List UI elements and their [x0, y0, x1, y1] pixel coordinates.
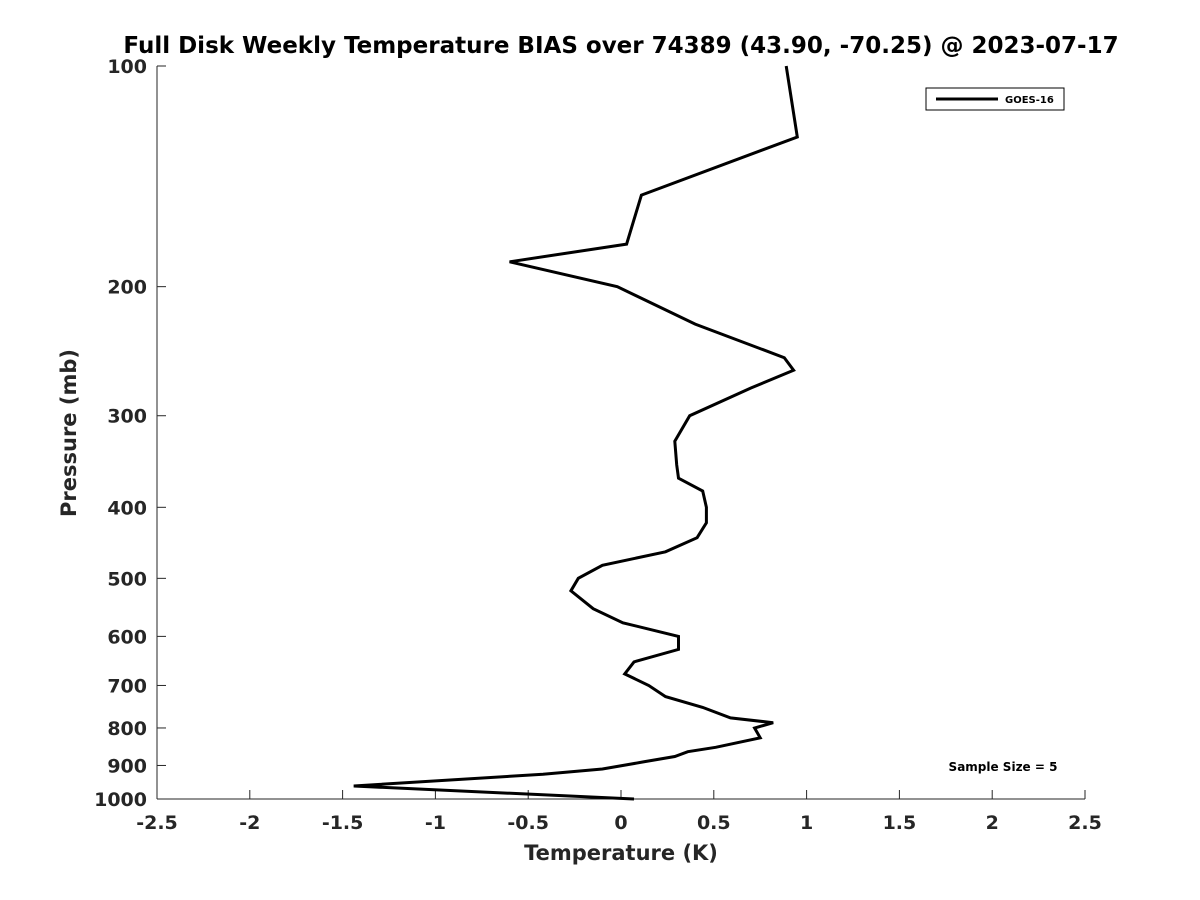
y-tick-label: 200: [107, 277, 147, 299]
series-layer: [353, 65, 799, 801]
sample-size-annotation: Sample Size = 5: [949, 760, 1058, 774]
legend: GOES-16: [925, 87, 1065, 111]
y-tick-label: 700: [107, 675, 147, 697]
chart-title: Full Disk Weekly Temperature BIAS over 7…: [123, 33, 1118, 59]
y-tick-label: 1000: [94, 789, 147, 811]
x-tick-label: 0.5: [697, 812, 731, 834]
y-tick-label: 900: [107, 755, 147, 777]
x-tick-label: 2: [986, 812, 999, 834]
y-tick-label: 800: [107, 718, 147, 740]
x-tick-label: -1.5: [322, 812, 364, 834]
x-tick-label: 0: [614, 812, 627, 834]
x-tick-label: 2.5: [1068, 812, 1102, 834]
x-tick-label: 1.5: [883, 812, 917, 834]
x-tick-label: 1: [800, 812, 813, 834]
y-tick-label: 600: [107, 626, 147, 648]
x-axis-label: Temperature (K): [524, 841, 718, 865]
series-line-goes-16: [353, 65, 799, 801]
y-tick-label: 300: [107, 406, 147, 428]
x-tick-label: -2.5: [136, 812, 178, 834]
legend-label-goes-16: GOES-16: [1005, 95, 1054, 106]
x-tick-label: -1: [425, 812, 446, 834]
y-tick-label: 500: [107, 568, 147, 590]
axes: -2.5 -2 -1.5 -1 -0.5 0 0.5 1 1.5 2 2.5 100 200 300 400…: [94, 56, 1102, 834]
y-tick-label: 100: [107, 56, 147, 78]
x-tick-label: -0.5: [507, 812, 549, 834]
x-tick-label: -2: [239, 812, 260, 834]
y-tick-label: 400: [107, 497, 147, 519]
y-axis-label: Pressure (mb): [57, 349, 81, 517]
